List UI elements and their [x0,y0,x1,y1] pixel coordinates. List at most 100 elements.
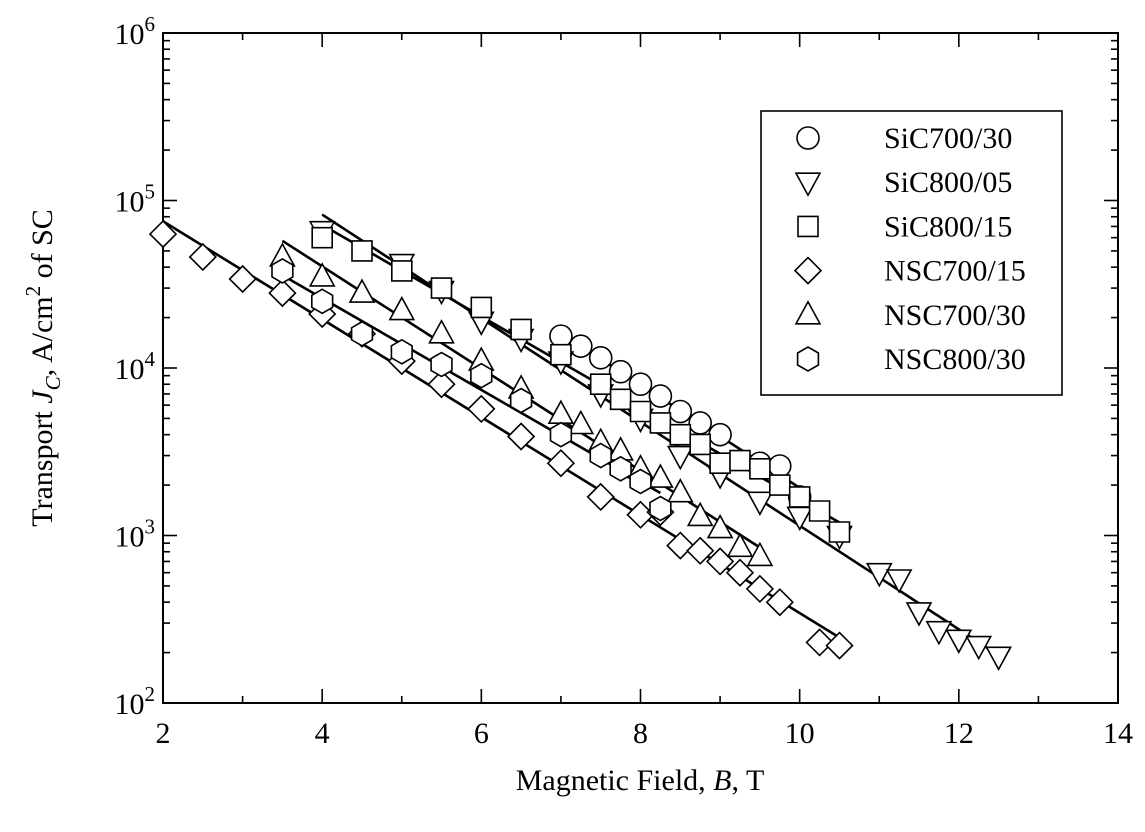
data-point [885,569,913,594]
data-point [765,588,794,617]
data-point [427,370,456,399]
data-point [666,531,695,560]
x-tick-label: 12 [944,717,974,750]
legend-box [760,110,1063,396]
data-point [629,468,652,495]
legend-marker [793,256,823,285]
y-tick-label: 102 [115,682,156,721]
legend-label: NSC700/30 [884,299,1026,332]
series-markers [148,219,1012,671]
data-point [725,558,755,587]
y-tick-label: 103 [115,515,156,554]
data-point [965,635,993,661]
data-point [390,338,413,365]
data-point [666,445,694,471]
data-point [628,372,653,397]
y-tick-label: 105 [115,180,156,219]
data-point [311,226,334,249]
data-point [271,257,294,284]
data-point [629,400,652,423]
data-point [430,351,453,378]
data-point [647,463,674,488]
data-point [547,399,575,425]
x-tick-label: 14 [1103,717,1133,750]
data-point [808,500,831,522]
data-point [350,320,374,347]
data-point [188,242,217,272]
data-point [709,452,731,475]
legend-marker [797,215,819,238]
data-point [746,541,774,567]
data-point [708,422,732,447]
legend-label: SiC800/15 [884,210,1012,243]
data-point [470,362,493,389]
data-point [786,506,814,532]
data-point [588,346,613,370]
data-point [430,277,453,299]
x-tick-label: 2 [156,717,171,750]
data-point [509,387,533,414]
data-point [768,474,791,496]
legend-label: NSC700/15 [884,255,1026,288]
y-tick-label: 106 [115,12,156,51]
data-point [228,264,257,294]
data-point [905,602,933,627]
data-point [729,449,751,472]
data-point [706,513,734,539]
x-tick-label: 8 [633,717,648,750]
x-tick-label: 6 [474,717,489,750]
data-point [726,532,754,558]
data-point [945,629,973,654]
data-point [510,318,532,341]
data-point [589,373,612,396]
data-point [825,631,854,660]
data-point [788,486,811,508]
data-point [609,388,632,411]
data-point [268,278,297,308]
data-point [567,409,595,435]
data-point [546,449,576,478]
data-point [805,628,834,657]
y-axis-title: Transport JC, A/cm2 of SC [21,209,65,527]
data-point [686,501,714,527]
data-point [390,260,413,282]
legend-marker [794,300,822,325]
data-point [767,454,792,478]
data-point [467,394,496,424]
legend-entries: SiC700/30 SiC800/05 SiC800/15 NSC700/15 NSC7… [793,122,1026,376]
data-point [388,295,416,321]
legend-label: NSC800/30 [884,343,1026,376]
data-point [608,359,633,384]
data-point [666,478,694,503]
data-point [686,536,715,565]
data-point [689,433,712,456]
legend-label: SiC700/30 [884,122,1012,155]
data-point [308,262,336,287]
data-point [749,457,771,480]
x-tick-label: 4 [315,717,330,750]
data-point [865,562,893,588]
data-point [668,399,693,424]
data-point [549,421,573,448]
data-point [828,521,851,543]
data-point [310,288,334,315]
legend-marker [794,172,822,197]
data-point [649,495,672,522]
data-point [648,384,673,408]
data-point [348,278,376,303]
data-point [745,574,775,604]
data-point [470,296,493,319]
data-point [985,646,1012,671]
data-point [589,442,612,469]
axis-ticks: 2 4 6 8 10 12 14 102 103 104 105 106 [115,12,1134,750]
data-point [549,324,573,348]
data-point [586,482,615,512]
legend-marker [796,346,820,372]
legend-marker [796,126,820,150]
data-point [569,334,593,358]
x-axis-title: Magnetic Field, B, T [516,764,765,797]
y-tick-label: 104 [115,347,156,386]
data-point [428,319,455,344]
data-point [506,422,536,451]
